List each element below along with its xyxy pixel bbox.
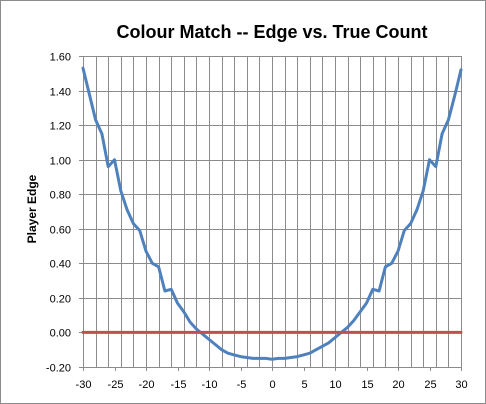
x-tick-label: 20	[392, 379, 404, 391]
y-tick-label: 0.60	[50, 225, 71, 237]
y-tick-label: 1.40	[50, 87, 71, 99]
y-tick-label: 0.20	[50, 294, 71, 306]
y-tick-label: 0.40	[50, 259, 71, 271]
x-tick-label: 15	[361, 379, 373, 391]
x-tick-labels: -30 -25 -20 -15 -10 -5 0 5 10 15 20 25 30	[76, 379, 468, 391]
x-tick-label: -10	[202, 379, 218, 391]
x-tick-label: -25	[108, 379, 124, 391]
x-tick-label: -20	[139, 379, 155, 391]
y-tick-label: 0.00	[50, 328, 71, 340]
y-tick-label: 1.60	[50, 52, 71, 64]
y-tick-label: 0.80	[50, 190, 71, 202]
x-tick-label: -15	[171, 379, 187, 391]
x-tick-label: 30	[455, 379, 467, 391]
x-tick-label: 10	[329, 379, 341, 391]
x-tick-label: 5	[301, 379, 307, 391]
x-tick-label: -5	[237, 379, 247, 391]
chart-title: Colour Match -- Edge vs. True Count	[116, 22, 427, 42]
x-tick-label: 0	[269, 379, 275, 391]
y-axis-label: Player Edge	[25, 174, 39, 243]
series-lines	[81, 66, 463, 361]
player-edge-series-line	[81, 66, 463, 361]
axes	[79, 56, 462, 371]
x-tick-label: 25	[424, 379, 436, 391]
x-tick-label: -30	[76, 379, 92, 391]
y-tick-label: 1.20	[50, 121, 71, 133]
y-tick-label: -0.20	[46, 363, 71, 375]
y-tick-label: 1.00	[50, 156, 71, 168]
gridlines	[83, 56, 461, 367]
y-tick-labels: -0.20 0.00 0.20 0.40 0.60 0.80 1.00 1.20 1.40 1.6…	[46, 52, 71, 375]
